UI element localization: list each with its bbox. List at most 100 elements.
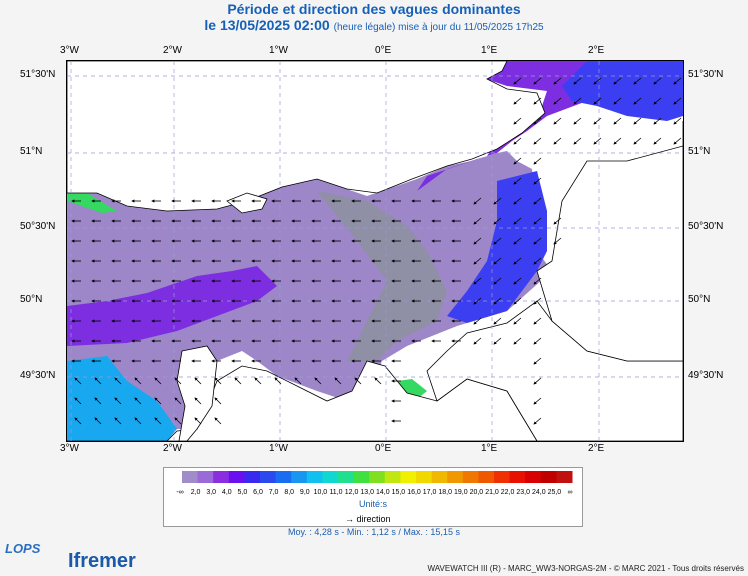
direction-arrow [493, 277, 502, 285]
direction-arrow [314, 377, 322, 385]
colorbar-tick-label: 3,0 [206, 489, 216, 496]
colorbar-tick-label: 13,0 [360, 489, 374, 496]
lon-label-bottom: 2°W [163, 443, 182, 454]
direction-arrow [214, 417, 222, 425]
direction-arrow [234, 377, 242, 385]
lat-label-right: 51°N [688, 146, 711, 157]
direction-arrow [533, 77, 542, 85]
direction-arrow [473, 217, 482, 225]
direction-arrow [513, 97, 522, 105]
colorbar-tick-label: 11,0 [329, 489, 342, 496]
direction-arrow [653, 77, 662, 85]
direction-arrow [533, 277, 542, 285]
lops-logo: LOPS [5, 541, 41, 556]
direction-arrow [573, 77, 582, 85]
colorbar-tick-label: 12,0 [345, 489, 359, 496]
direction-arrow [533, 237, 542, 245]
direction-arrow [613, 137, 622, 145]
direction-arrow [673, 77, 682, 85]
direction-arrow [553, 97, 562, 105]
colorbar-swatch [462, 471, 479, 483]
colorbar-tick-label: 22,0 [501, 489, 515, 496]
colorbar-swatch [400, 471, 417, 483]
footer-credit: WAVEWATCH III (R) - MARC_WW3-NORGAS-2M -… [427, 564, 744, 573]
colorbar-swatch [525, 471, 542, 483]
colorbar-tick-label: 14,0 [376, 489, 390, 496]
ifremer-logo: Ifremer [68, 550, 136, 572]
direction-arrow [493, 217, 502, 225]
direction-arrow [633, 77, 642, 85]
direction-arrow [673, 117, 682, 125]
direction-arrow [573, 97, 582, 105]
lat-label-left: 51°N [20, 146, 43, 157]
sea-blue-channel [447, 171, 547, 323]
direction-arrow [473, 257, 482, 265]
colorbar-swatch [322, 471, 339, 483]
map-frame [66, 60, 684, 442]
direction-arrow [513, 257, 522, 265]
direction-arrow [94, 417, 102, 425]
land-isle-of-wight [226, 192, 268, 214]
colorbar-swatch [509, 471, 526, 483]
colorbar-tick-label: 2,0 [191, 489, 201, 496]
lon-label-bottom: 1°W [269, 443, 288, 454]
direction-arrow [473, 337, 482, 345]
colorbar-swatch [556, 471, 573, 483]
direction-legend-label: direction [356, 514, 391, 524]
direction-arrow [294, 377, 302, 385]
lat-label-left: 49°30'N [20, 370, 56, 381]
direction-arrow [593, 97, 602, 105]
colorbar-swatch [228, 471, 245, 483]
direction-arrow [533, 197, 542, 205]
direction-arrow [533, 397, 542, 405]
direction-arrow [473, 197, 482, 205]
lat-label-right: 51°30'N [688, 69, 724, 80]
colorbar-tick-label: 4,0 [222, 489, 232, 496]
direction-arrow [553, 237, 562, 245]
colorbar-swatch [338, 471, 355, 483]
colorbar-scale: -∞ 2,0 3,0 4,0 5,0 6,0 7,0 8,0 9,0 10,0 11,0 12,0 13… [176, 471, 573, 496]
direction-arrow [513, 197, 522, 205]
direction-arrow [134, 377, 142, 385]
colorbar-tick-label: 7,0 [269, 489, 279, 496]
direction-arrow [74, 377, 82, 385]
direction-arrow [493, 297, 502, 305]
direction-arrow [214, 377, 222, 385]
direction-arrow [513, 317, 522, 325]
subtitle-update-note: (heure légale) mise à jour du 11/05/2025… [333, 22, 544, 33]
direction-arrow [633, 97, 642, 105]
colorbar-swatch [494, 471, 511, 483]
lon-label-top: 2°W [163, 45, 182, 56]
direction-arrow [573, 137, 582, 145]
lon-label-bottom: 0°E [375, 443, 392, 454]
colorbar-tick-label: -∞ [176, 489, 183, 496]
direction-arrow [174, 377, 182, 385]
direction-arrow [154, 377, 162, 385]
lon-label-bottom: 3°W [60, 443, 79, 454]
colorbar-unit: Unité:s [358, 499, 387, 509]
colorbar-tick-label: 8,0 [284, 489, 294, 496]
colorbar-tick-label: 6,0 [253, 489, 263, 496]
lon-label-bottom: 2°E [588, 443, 605, 454]
lon-label-top: 0°E [375, 45, 392, 56]
direction-arrow [533, 177, 542, 185]
direction-arrow [553, 137, 562, 145]
direction-arrow [513, 337, 522, 345]
direction-arrow [254, 377, 262, 385]
direction-arrow [174, 397, 182, 405]
direction-arrow [114, 397, 122, 405]
lon-label-top: 2°E [588, 45, 605, 56]
sea-grey-patch [317, 191, 447, 361]
colorbar-swatch [213, 471, 230, 483]
direction-arrow [194, 377, 202, 385]
map-subtitle: le 13/05/2025 02:00 (heure légale) mise … [0, 17, 748, 33]
direction-arrow [493, 317, 502, 325]
direction-arrow [493, 257, 502, 265]
colorbar-swatch [197, 471, 214, 483]
direction-arrow [513, 237, 522, 245]
direction-arrow [214, 397, 222, 405]
direction-arrow [94, 397, 102, 405]
direction-arrow [533, 117, 542, 125]
colorbar-tick-label: 16,0 [407, 489, 421, 496]
direction-arrow [354, 377, 362, 385]
